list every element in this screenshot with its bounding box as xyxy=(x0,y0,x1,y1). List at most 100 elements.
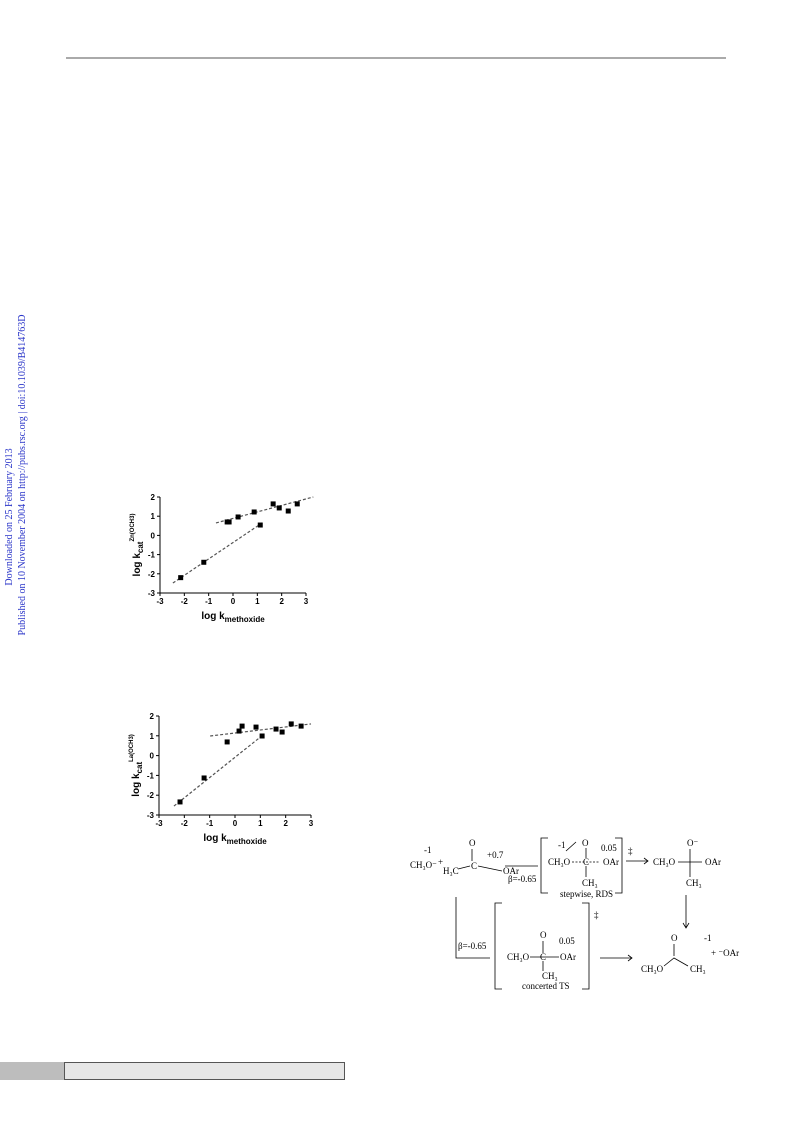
y-tick-label: 1 xyxy=(150,732,155,741)
y-tick-label: 0 xyxy=(150,752,155,761)
label-main: log k xyxy=(132,553,143,577)
x-tick-label: -3 xyxy=(155,819,163,828)
bond xyxy=(565,841,577,852)
label-main: log k xyxy=(131,773,142,797)
label: ‡ xyxy=(628,846,633,856)
label-sub: methoxide xyxy=(225,615,266,624)
reaction-scheme: -1 CH₃O⁻ + O +0.7 H₃C C OAr β=-0.65 -1 O… xyxy=(410,837,739,991)
x-axis-label: log kmethoxide xyxy=(201,611,265,624)
downloaded-note[interactable]: Downloaded on 25 February 2013 xyxy=(4,448,15,585)
label: CH₃O xyxy=(548,857,571,867)
data-point xyxy=(201,775,207,781)
y-tick-label: -2 xyxy=(148,570,156,579)
x-tick-label: 2 xyxy=(279,597,284,606)
x-tick-label: 0 xyxy=(231,597,236,606)
data-point xyxy=(285,508,291,514)
label: OAr xyxy=(503,866,519,876)
y-tick-label: -1 xyxy=(147,771,155,780)
fit-line xyxy=(210,723,312,737)
label-sup: La(OCH3) xyxy=(129,734,135,762)
data-point xyxy=(294,501,300,507)
label: CH₃ xyxy=(582,878,598,888)
bracket xyxy=(540,837,623,894)
y-axis-label: log kcatLa(OCH3) xyxy=(129,734,144,797)
data-point xyxy=(177,799,183,805)
label: + xyxy=(438,857,443,867)
label: 0.05 xyxy=(601,843,617,853)
data-point xyxy=(276,505,282,511)
arrow xyxy=(682,895,690,929)
bond xyxy=(530,941,559,971)
y-tick-label: -3 xyxy=(147,811,155,820)
label: O xyxy=(540,930,547,940)
y-tick-label: 1 xyxy=(151,512,156,521)
data-point xyxy=(288,721,294,727)
label: stepwise, RDS xyxy=(560,889,613,899)
data-point xyxy=(259,733,265,739)
label: OAr xyxy=(603,857,619,867)
label-sub: methoxide xyxy=(227,837,268,846)
label: CH₃O⁻ xyxy=(410,860,437,870)
label: OAr xyxy=(560,952,576,962)
x-tick-label: 1 xyxy=(258,819,263,828)
label: H₃C xyxy=(443,866,459,876)
x-tick-label: 3 xyxy=(309,819,314,828)
fit-line xyxy=(215,496,314,524)
data-point xyxy=(239,723,245,729)
label: CH₃ xyxy=(686,878,702,888)
label: CH₃O xyxy=(653,857,676,867)
label: CH₃O xyxy=(507,952,530,962)
label: β=-0.65 xyxy=(458,941,487,951)
arrow xyxy=(600,954,633,962)
x-tick-label: 1 xyxy=(255,597,260,606)
label: O xyxy=(671,933,678,943)
data-point xyxy=(253,724,259,730)
data-point xyxy=(298,723,304,729)
label: O⁻ xyxy=(687,838,698,848)
label-main: log k xyxy=(201,611,225,622)
x-tick-label: -1 xyxy=(205,597,213,606)
bond xyxy=(663,944,689,967)
label: O xyxy=(582,838,589,848)
label-sub: cat xyxy=(136,541,145,553)
y-tick-label: -1 xyxy=(148,551,156,560)
y-tick-label: -2 xyxy=(147,791,155,800)
label: OAr xyxy=(705,857,721,867)
published-note[interactable]: Published on 10 November 2004 on http://… xyxy=(17,315,28,636)
label: -1 xyxy=(558,840,566,850)
bond xyxy=(457,865,471,870)
x-tick-label: 2 xyxy=(283,819,288,828)
data-point xyxy=(236,728,242,734)
bracket xyxy=(494,902,590,990)
data-point xyxy=(226,519,232,525)
label-main: log k xyxy=(203,833,227,844)
data-point xyxy=(251,509,257,515)
x-tick-label: -2 xyxy=(181,597,189,606)
label: O xyxy=(469,838,476,848)
y-tick-label: 2 xyxy=(150,712,155,721)
x-tick-label: -1 xyxy=(206,819,214,828)
label: +0.7 xyxy=(487,850,504,860)
label: -1 xyxy=(424,845,432,855)
label: CH₃O xyxy=(641,964,664,974)
x-tick-label: -2 xyxy=(181,819,189,828)
y-axis-label: log kcatZn(OCH3) xyxy=(130,514,145,577)
data-point xyxy=(270,501,276,507)
data-point xyxy=(273,726,279,732)
arrow-line xyxy=(455,897,490,959)
label: + ⁻OAr xyxy=(711,948,739,958)
x-tick-label: 0 xyxy=(233,819,238,828)
data-point xyxy=(257,522,263,528)
data-point xyxy=(178,575,184,581)
label: CH₃ xyxy=(542,971,558,981)
x-tick-label: 3 xyxy=(304,597,309,606)
x-tick-label: -3 xyxy=(156,597,164,606)
label: CH₃ xyxy=(690,964,706,974)
label: ‡ xyxy=(594,910,599,920)
x-axis-label: log kmethoxide xyxy=(203,833,267,846)
label: concerted TS xyxy=(522,981,570,991)
label: -1 xyxy=(704,933,712,943)
